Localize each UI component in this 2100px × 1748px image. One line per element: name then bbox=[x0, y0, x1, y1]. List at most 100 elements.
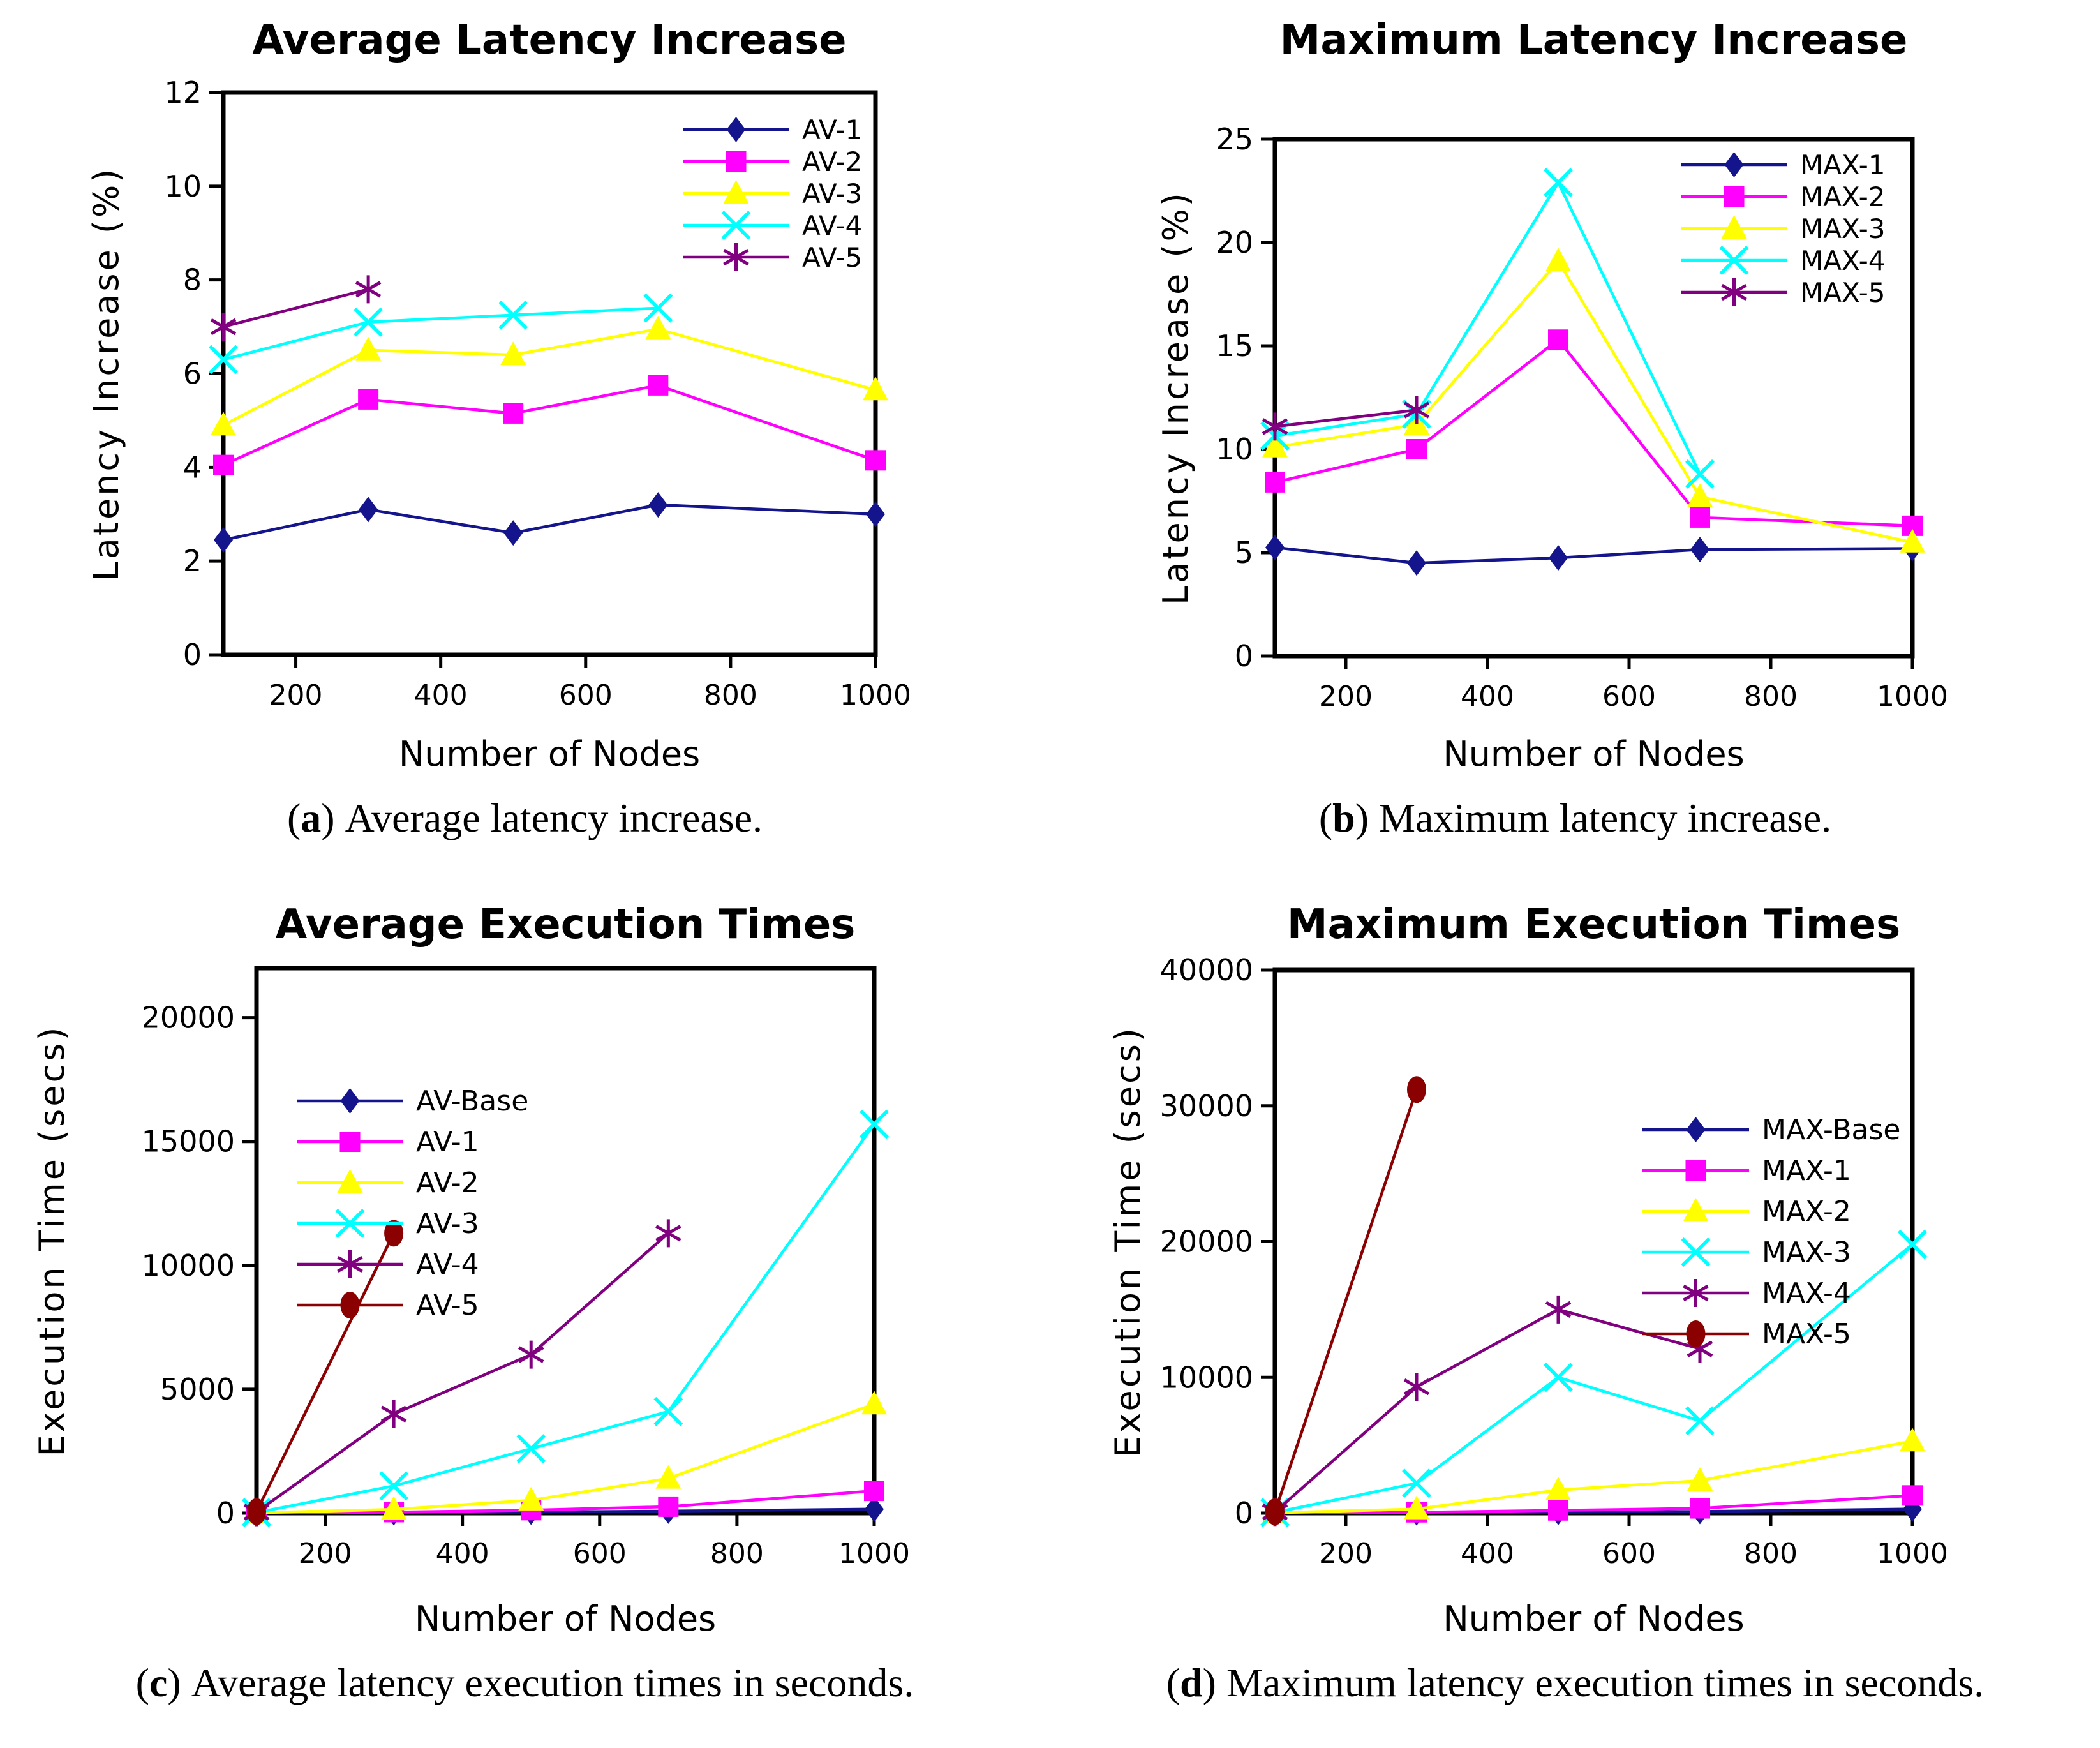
legend-marker-AV-3 bbox=[335, 1209, 365, 1238]
legend-entry-AV-4: AV-4 bbox=[683, 210, 862, 241]
x-axis-label: Number of Nodes bbox=[1443, 1599, 1744, 1639]
legend-label: MAX-4 bbox=[1800, 245, 1886, 276]
x-tick-label: 200 bbox=[299, 1537, 352, 1570]
marker-MAX-2 bbox=[1545, 1476, 1571, 1500]
marker-AV-4 bbox=[380, 1400, 407, 1428]
y-tick-label: 10 bbox=[1216, 432, 1253, 467]
legend-marker-MAX-3 bbox=[1681, 1237, 1711, 1267]
series-MAX-3 bbox=[1262, 248, 1925, 553]
marker-AV-4 bbox=[498, 300, 528, 330]
series-line bbox=[1274, 546, 1913, 565]
series-AV-3 bbox=[211, 315, 888, 436]
legend-label: MAX-1 bbox=[1800, 149, 1886, 181]
y-tick-label: 0 bbox=[183, 638, 202, 672]
legend-label: AV-Base bbox=[416, 1085, 528, 1117]
legend-marker-MAX-1 bbox=[1724, 152, 1744, 177]
marker-MAX-5 bbox=[1265, 1498, 1285, 1525]
legend-marker-MAX-4 bbox=[1683, 1279, 1709, 1307]
y-tick-label: 30000 bbox=[1160, 1089, 1253, 1123]
marker-AV-2 bbox=[518, 1486, 544, 1511]
legend-marker-AV-2 bbox=[337, 1169, 363, 1193]
x-tick-label: 600 bbox=[573, 1537, 627, 1570]
legend-marker-AV-Base bbox=[340, 1088, 360, 1114]
marker-MAX-3 bbox=[1262, 433, 1288, 458]
caption-d-text: Maximum latency execution times in secon… bbox=[1226, 1660, 1985, 1705]
marker-AV-4 bbox=[354, 307, 384, 337]
marker-MAX-1 bbox=[1549, 545, 1568, 571]
series-line bbox=[1273, 1089, 1419, 1513]
legend-entry-AV-3: AV-3 bbox=[683, 178, 862, 209]
marker-AV-4 bbox=[643, 293, 673, 323]
marker-MAX-1 bbox=[1407, 550, 1426, 576]
x-tick-label: 1000 bbox=[1877, 680, 1948, 713]
series-AV-2 bbox=[213, 375, 886, 475]
series-AV-3 bbox=[242, 1109, 889, 1527]
series-line bbox=[223, 288, 369, 329]
caption-c-text: Average latency execution times in secon… bbox=[191, 1660, 914, 1705]
marker-AV-5 bbox=[384, 1220, 404, 1247]
x-tick-label: 1000 bbox=[838, 1537, 910, 1570]
plot-frame bbox=[1272, 137, 1915, 659]
caption-c-label: (c) bbox=[135, 1660, 181, 1705]
marker-AV-3 bbox=[211, 412, 236, 436]
marker-MAX-3 bbox=[1898, 1229, 1927, 1259]
marker-MAX-2 bbox=[1406, 439, 1427, 459]
legend-label: MAX-4 bbox=[1762, 1277, 1851, 1310]
y-tick-label: 40000 bbox=[1160, 953, 1253, 987]
y-tick-label: 10000 bbox=[142, 1248, 235, 1283]
legend-label: AV-1 bbox=[416, 1126, 479, 1158]
legend-marker-AV-4 bbox=[721, 211, 751, 240]
marker-AV-4 bbox=[655, 1219, 681, 1248]
series-line bbox=[223, 503, 876, 542]
legend-marker-MAX-2 bbox=[1724, 186, 1745, 207]
legend-label: AV-5 bbox=[802, 242, 862, 273]
marker-AV-1 bbox=[866, 501, 885, 527]
caption-a-label: (a) bbox=[287, 795, 335, 840]
y-tick-label: 15 bbox=[1216, 329, 1253, 363]
y-tick-label: 8 bbox=[183, 263, 202, 297]
marker-MAX-5 bbox=[1403, 396, 1430, 424]
chart-average-execution-times: Average Execution Times 200 400 600 800 1000 0… bbox=[0, 874, 1050, 1666]
legend-marker-AV-5 bbox=[340, 1292, 360, 1318]
y-tick-label: 15000 bbox=[142, 1124, 235, 1159]
marker-AV-2 bbox=[503, 403, 524, 424]
x-tick-label: 600 bbox=[1602, 1537, 1656, 1570]
legend-entry-MAX-4: MAX-4 bbox=[1681, 245, 1886, 276]
caption-c: (c) Average latency execution times in se… bbox=[0, 1659, 1050, 1707]
y-axis-label: Execution Time (secs) bbox=[32, 1025, 72, 1457]
legend-label: MAX-5 bbox=[1762, 1318, 1851, 1350]
marker-AV-3 bbox=[355, 336, 382, 361]
legend-entry-MAX-1: MAX-1 bbox=[1681, 149, 1886, 181]
caption-d-label: (d) bbox=[1166, 1660, 1216, 1705]
legend-label: AV-5 bbox=[416, 1289, 479, 1322]
legend-label: AV-4 bbox=[802, 210, 862, 241]
y-tick-label: 5000 bbox=[160, 1372, 235, 1407]
marker-AV-5 bbox=[355, 275, 382, 304]
chart-title: Average Latency Increase bbox=[252, 17, 846, 64]
legend-label: AV-3 bbox=[802, 178, 862, 209]
plot-frame bbox=[221, 90, 878, 657]
chart-title: Maximum Execution Times bbox=[1287, 901, 1900, 948]
legend-entry-AV-5: AV-5 bbox=[297, 1289, 479, 1322]
marker-AV-2 bbox=[861, 1391, 887, 1415]
x-tick-label: 800 bbox=[1744, 680, 1798, 713]
legend-label: MAX-3 bbox=[1762, 1236, 1851, 1269]
marker-AV-3 bbox=[379, 1471, 409, 1501]
x-tick-label: 200 bbox=[1319, 1537, 1373, 1570]
series-line bbox=[1274, 1308, 1701, 1513]
marker-AV-2 bbox=[358, 389, 379, 410]
legend-entry-AV-5: AV-5 bbox=[683, 242, 862, 273]
series-AV-5 bbox=[247, 1220, 404, 1525]
legend-entry-AV-3: AV-3 bbox=[297, 1207, 479, 1240]
legend-entry-MAX-4: MAX-4 bbox=[1642, 1277, 1851, 1310]
marker-AV-3 bbox=[645, 315, 671, 340]
marker-AV-3 bbox=[500, 341, 526, 366]
marker-AV-3 bbox=[863, 377, 888, 401]
legend-label: MAX-3 bbox=[1800, 213, 1886, 244]
legend-marker-AV-4 bbox=[337, 1250, 363, 1278]
legend-marker-MAX-4 bbox=[1719, 246, 1749, 275]
legend-entry-MAX-3: MAX-3 bbox=[1681, 213, 1886, 244]
legend-label: AV-3 bbox=[416, 1207, 479, 1240]
legend-entry-MAX-Base: MAX-Base bbox=[1642, 1114, 1900, 1146]
